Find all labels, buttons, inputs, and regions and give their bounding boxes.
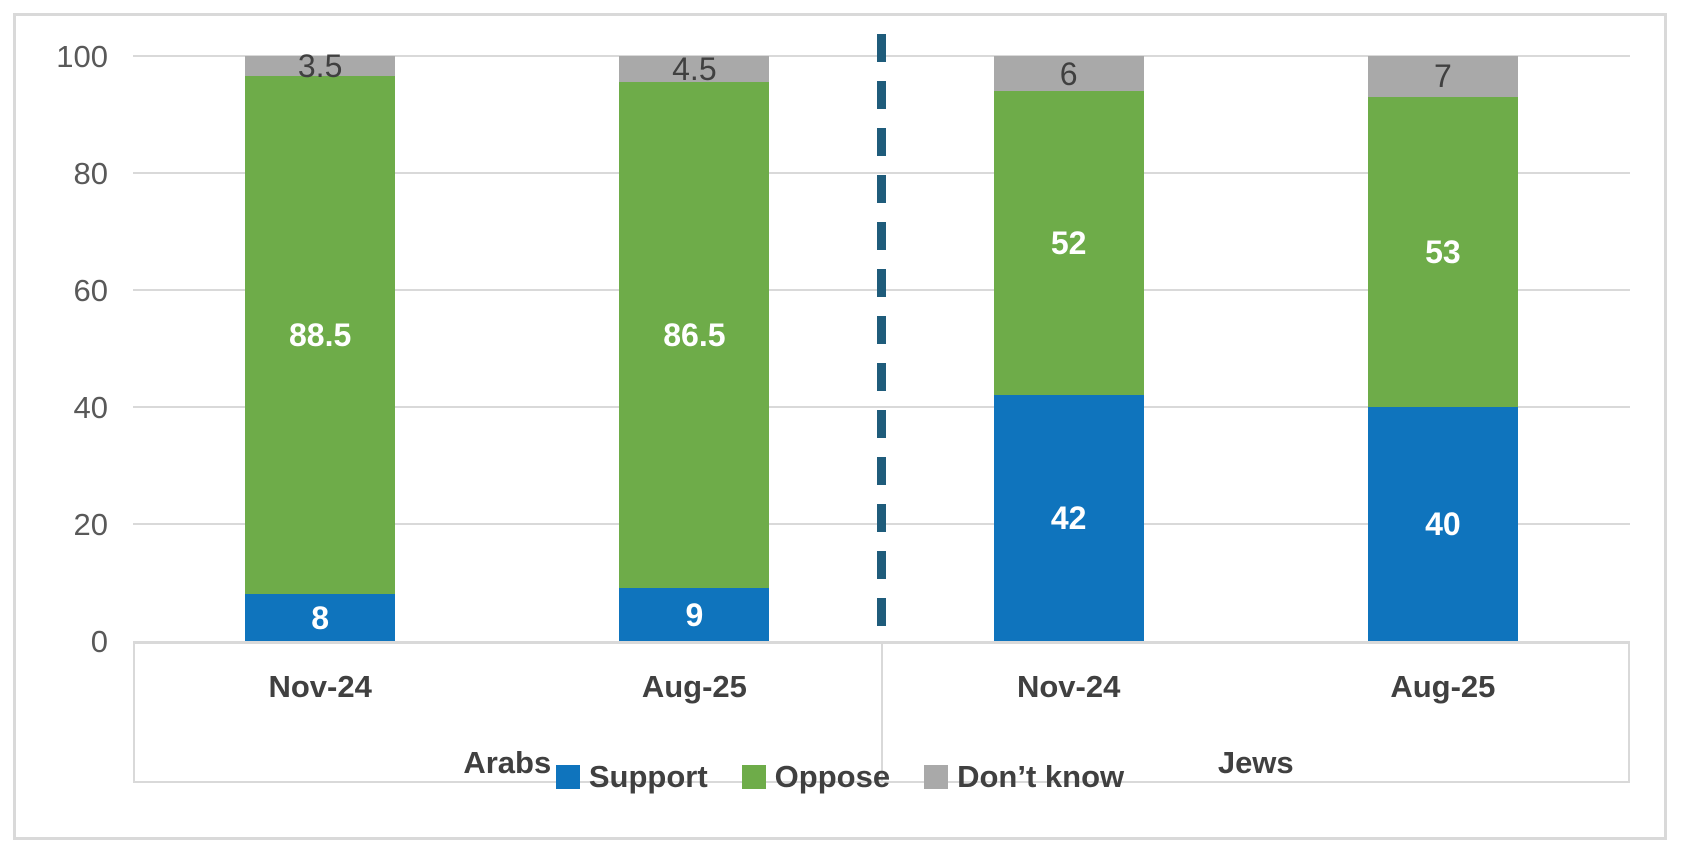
category-label-arabs-nov24: Nov-24 (268, 669, 372, 704)
bar-segment-nov-24-jews-series-1: 52 (993, 91, 1144, 396)
legend-label-support: Support (588, 759, 708, 794)
bar-segment-aug-25-arabs-series-2: 4.5 (619, 51, 770, 88)
legend-label-oppose: Oppose (774, 759, 891, 794)
bar-segment-nov-24-arabs-series-2: 3.5 (245, 50, 396, 82)
legend-item-dont-know: Don’t know (924, 760, 1124, 794)
y-tick-100: 100 (56, 38, 108, 74)
y-tick-80: 80 (73, 155, 108, 191)
legend-label-dont-know: Don’t know (957, 759, 1125, 794)
bar-segment-nov-24-jews-series-0: 42 (993, 395, 1144, 641)
group-label-arabs: Arabs (463, 745, 552, 780)
bar-value-label: 7 (1433, 58, 1452, 95)
y-tick-0: 0 (90, 623, 108, 659)
bar-value-label: 53 (1425, 233, 1461, 270)
group-label-jews: Jews (1217, 745, 1294, 780)
bar-value-label: 86.5 (663, 317, 726, 354)
chart-frame: 0 20 40 60 80 100 Nov-24 Aug-25 Nov-24 A… (13, 13, 1667, 840)
bar-value-label: 40 (1425, 506, 1461, 542)
bar-segment-aug-25-jews-series-0: 40 (1367, 407, 1518, 641)
legend: Support Oppose Don’t know (16, 760, 1664, 794)
legend-item-oppose: Oppose (741, 759, 891, 794)
dont-know-swatch-icon (924, 765, 949, 789)
category-label-arabs-aug25: Aug-25 (641, 669, 747, 704)
bar-segment-aug-25-jews-series-1: 53 (1367, 96, 1518, 407)
category-label-jews-nov24: Nov-24 (1016, 669, 1121, 704)
y-tick-60: 60 (73, 272, 108, 308)
bar-value-label: 9 (685, 596, 704, 633)
bar-value-label: 8 (311, 599, 330, 636)
bar-value-label: 3.5 (297, 48, 343, 85)
category-label-jews-aug25: Aug-25 (1390, 669, 1496, 704)
category-axis-box (133, 641, 1630, 783)
bar-segment-aug-25-jews-series-2: 7 (1367, 56, 1518, 97)
bar-value-label: 6 (1059, 55, 1078, 92)
bar-segment-nov-24-jews-series-2: 6 (993, 55, 1144, 92)
bar-value-label: 4.5 (672, 51, 717, 88)
bar-value-label: 52 (1050, 225, 1087, 262)
support-swatch-icon (555, 765, 580, 789)
bar-segment-nov-24-arabs-series-0: 8 (245, 594, 396, 641)
group-divider-line (880, 644, 883, 781)
bar-segment-nov-24-arabs-series-1: 88.5 (245, 76, 396, 595)
oppose-swatch-icon (741, 765, 766, 789)
plot-area: 0 20 40 60 80 100 Nov-24 Aug-25 Nov-24 A… (16, 16, 1664, 837)
y-tick-20: 20 (73, 506, 108, 542)
y-tick-40: 40 (73, 389, 108, 425)
group-separator-dashed-line (877, 34, 886, 641)
legend-item-support: Support (555, 759, 708, 794)
bar-value-label: 88.5 (288, 317, 352, 354)
bar-segment-aug-25-arabs-series-0: 9 (619, 588, 770, 641)
bar-segment-aug-25-arabs-series-1: 86.5 (619, 82, 770, 589)
bar-value-label: 42 (1050, 500, 1087, 537)
